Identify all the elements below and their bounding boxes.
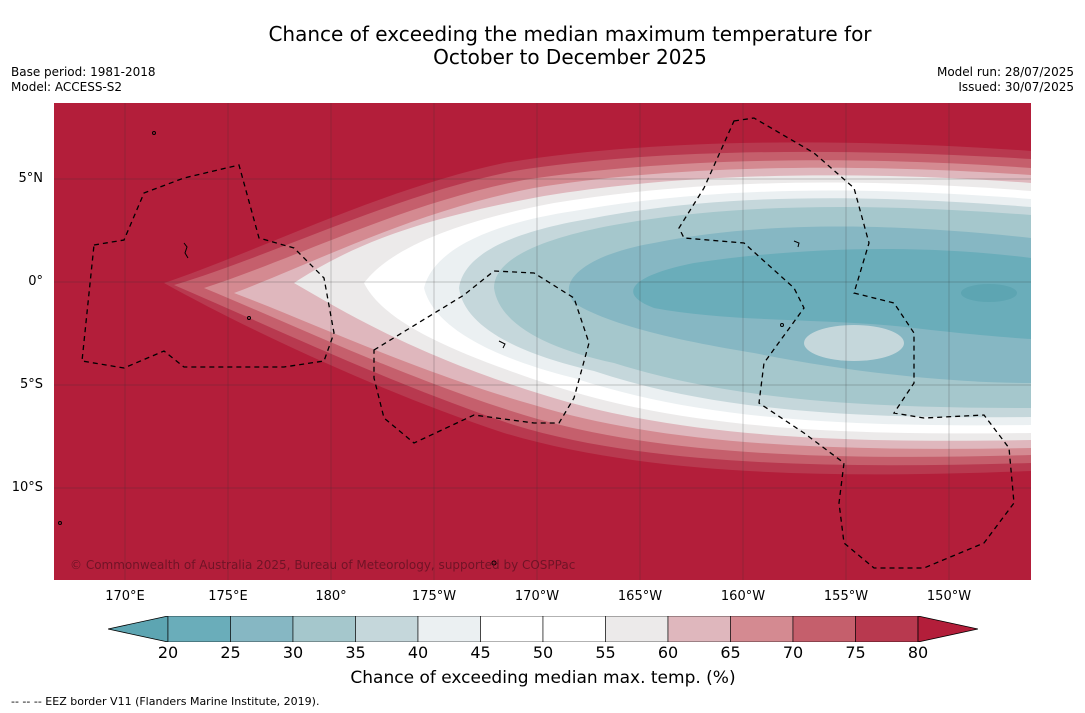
- colorbar-segment: [855, 616, 919, 642]
- lat-label-5n: 5°N: [18, 171, 44, 186]
- lat-label-0: 0°: [28, 274, 43, 289]
- map-title-line1: Chance of exceeding the median maximum t…: [268, 22, 872, 46]
- band-20-core: [961, 284, 1017, 302]
- lon-label-170w: 170°W: [514, 589, 560, 604]
- colorbar-segment: [292, 616, 356, 642]
- lon-label-160w: 160°W: [720, 589, 766, 604]
- colorbar-segment: [792, 616, 856, 642]
- colorbar-tick-label: 75: [845, 643, 866, 662]
- lon-label-175w: 175°W: [411, 589, 457, 604]
- forecast-map: [54, 103, 1031, 580]
- colorbar-tick-label: 45: [470, 643, 491, 662]
- colorbar-arrow-low: [108, 616, 169, 642]
- colorbar-segment: [167, 616, 231, 642]
- meta-left: Base period: 1981-2018 Model: ACCESS-S2: [11, 65, 156, 95]
- model-name: Model: ACCESS-S2: [11, 80, 123, 94]
- colorbar-tick-label: 70: [782, 643, 804, 662]
- colorbar-tick-label: 30: [282, 643, 304, 662]
- colorbar: [108, 616, 978, 642]
- colorbar-segment: [417, 616, 481, 642]
- colorbar-segment: [230, 616, 294, 642]
- map-title-line2: October to December 2025: [433, 45, 707, 69]
- colorbar-tick-label: 65: [720, 643, 741, 662]
- colorbar-segment: [355, 616, 419, 642]
- lon-label-180: 180°: [315, 589, 347, 604]
- colorbar-label: Chance of exceeding median max. temp. (%…: [350, 668, 736, 688]
- colorbar-tick-label: 20: [157, 643, 179, 662]
- meta-right: Model run: 28/07/2025 Issued: 30/07/2025: [937, 65, 1074, 95]
- colorbar-segment: [730, 616, 794, 642]
- band-20: [633, 248, 1031, 339]
- base-period: Base period: 1981-2018: [11, 65, 156, 79]
- lat-label-5s: 5°S: [19, 377, 43, 392]
- eez-legend-note: -- -- -- EEZ border V11 (Flanders Marine…: [11, 695, 320, 708]
- colorbar-tick-label: 60: [657, 643, 679, 662]
- colorbar-segment: [605, 616, 669, 642]
- colorbar-tick-label: 55: [595, 643, 616, 662]
- lon-label-175e: 175°E: [208, 589, 248, 604]
- map-svg: [54, 103, 1031, 580]
- colorbar-segment: [542, 616, 606, 642]
- colorbar-tick-label: 25: [220, 643, 241, 662]
- lon-label-155w: 155°W: [823, 589, 869, 604]
- lon-label-150w: 150°W: [926, 589, 972, 604]
- band-35-patch: [804, 325, 904, 361]
- lat-label-10s: 10°S: [11, 480, 43, 495]
- colorbar-tick-label: 80: [907, 643, 929, 662]
- colorbar-segment: [480, 616, 544, 642]
- islands: [58, 131, 800, 566]
- colorbar-tick-label: 40: [407, 643, 429, 662]
- eez-borders: [81, 117, 1015, 569]
- copyright-notice: © Commonwealth of Australia 2025, Bureau…: [70, 558, 576, 572]
- issued-date: Issued: 30/07/2025: [958, 80, 1074, 94]
- lon-label-165w: 165°W: [617, 589, 663, 604]
- colorbar-tick-label: 35: [345, 643, 366, 662]
- model-run: Model run: 28/07/2025: [936, 65, 1074, 79]
- colorbar-arrow-high: [917, 616, 978, 642]
- colorbar-segment: [667, 616, 731, 642]
- lon-label-170e: 170°E: [105, 589, 145, 604]
- colorbar-tick-label: 50: [532, 643, 554, 662]
